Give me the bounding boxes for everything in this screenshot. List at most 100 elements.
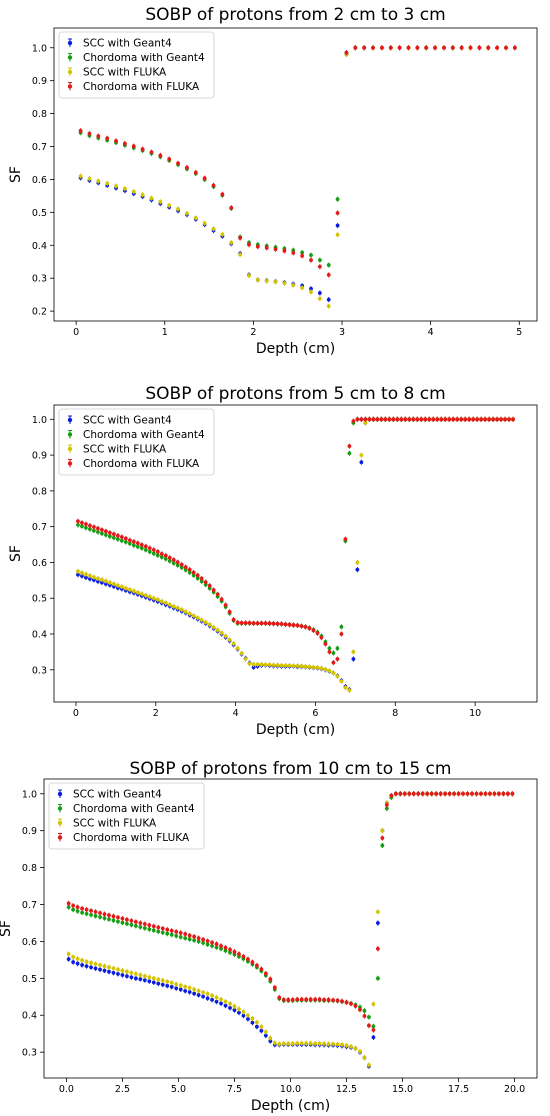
data-point (309, 253, 313, 258)
data-point (147, 594, 152, 599)
data-point (76, 569, 80, 574)
data-point (271, 663, 276, 668)
data-point (327, 650, 332, 654)
data-point (125, 917, 129, 922)
data-point (143, 593, 148, 598)
data-point (250, 1016, 255, 1021)
data-point (402, 791, 407, 796)
data-point (116, 919, 120, 924)
x-tick-label: 12.5 (336, 1084, 357, 1095)
data-point (163, 556, 168, 561)
data-point (241, 1013, 246, 1018)
data-point (158, 153, 163, 158)
legend-marker-dot (67, 432, 73, 437)
data-point (179, 565, 184, 570)
data-point (459, 45, 464, 50)
data-point (283, 663, 288, 668)
data-point (512, 45, 517, 50)
data-point (171, 604, 176, 609)
data-point (92, 525, 96, 529)
data-point (282, 248, 287, 253)
data-point (479, 791, 483, 796)
legend-marker-dot (57, 791, 63, 797)
data-point (359, 417, 364, 422)
data-point (349, 1044, 353, 1049)
x-tick-label: 2.5 (115, 1084, 130, 1095)
data-point (201, 990, 206, 995)
data-point (151, 980, 156, 985)
data-point (165, 927, 170, 932)
data-point (254, 963, 259, 968)
data-point (268, 977, 273, 981)
chart-panel-2: SOBP of protons from 5 cm to 8 cm 0 2 4 6 8 10… (8, 384, 538, 738)
data-point (80, 958, 84, 963)
legend-label: Chordoma with FLUKA (83, 81, 200, 93)
data-point (195, 576, 200, 581)
data-point (92, 578, 96, 582)
data-point (267, 621, 272, 626)
y-tick-label: 1.0 (32, 415, 47, 426)
data-point (263, 1033, 268, 1038)
data-point (492, 791, 497, 796)
data-point (71, 960, 76, 964)
data-point (207, 622, 212, 627)
data-point (139, 592, 144, 596)
data-point (227, 637, 232, 642)
data-point (151, 928, 156, 933)
data-point (375, 417, 380, 422)
data-point (299, 997, 304, 1002)
data-point (165, 931, 170, 936)
data-point (219, 1001, 223, 1006)
data-point (84, 522, 88, 527)
data-point (319, 635, 324, 640)
data-point (84, 964, 89, 969)
data-point (123, 540, 128, 544)
data-point (291, 250, 296, 255)
data-point (178, 983, 183, 988)
data-point (259, 1024, 264, 1029)
x-tick-label: 1 (162, 327, 168, 338)
data-point (107, 969, 111, 974)
data-point (487, 417, 491, 422)
data-point (87, 176, 92, 181)
data-point (66, 957, 71, 962)
data-point (255, 277, 260, 282)
data-point (223, 634, 228, 639)
data-point (127, 538, 132, 543)
x-tick-label: 6 (312, 708, 318, 719)
data-point (251, 621, 256, 626)
data-point (185, 165, 189, 170)
data-point (388, 45, 393, 50)
data-point (309, 290, 313, 294)
legend-marker-dot (57, 820, 63, 826)
data-point (219, 946, 223, 951)
y-tick-label: 0.5 (22, 974, 37, 985)
data-point (133, 976, 138, 981)
data-point (163, 553, 168, 558)
data-point (160, 930, 165, 935)
data-point (268, 1036, 273, 1041)
y-tick-label: 0.8 (32, 486, 47, 497)
data-point (247, 621, 252, 625)
data-point (140, 147, 145, 152)
data-point (201, 940, 206, 945)
data-point (308, 1041, 313, 1046)
data-point (450, 45, 455, 50)
data-point (291, 663, 296, 668)
data-point (399, 417, 404, 422)
data-point (84, 959, 89, 964)
data-point (155, 553, 160, 558)
data-point (379, 417, 384, 422)
data-point (415, 417, 420, 422)
data-point (119, 535, 124, 539)
data-point (362, 1055, 367, 1060)
data-point (353, 45, 358, 50)
data-point (176, 161, 180, 166)
y-tick-label: 1.0 (32, 43, 47, 54)
data-point (183, 932, 188, 936)
data-point (159, 599, 164, 604)
y-tick-label: 0.9 (22, 826, 37, 837)
data-point (183, 936, 188, 940)
data-point (227, 609, 232, 614)
data-point (295, 663, 300, 668)
